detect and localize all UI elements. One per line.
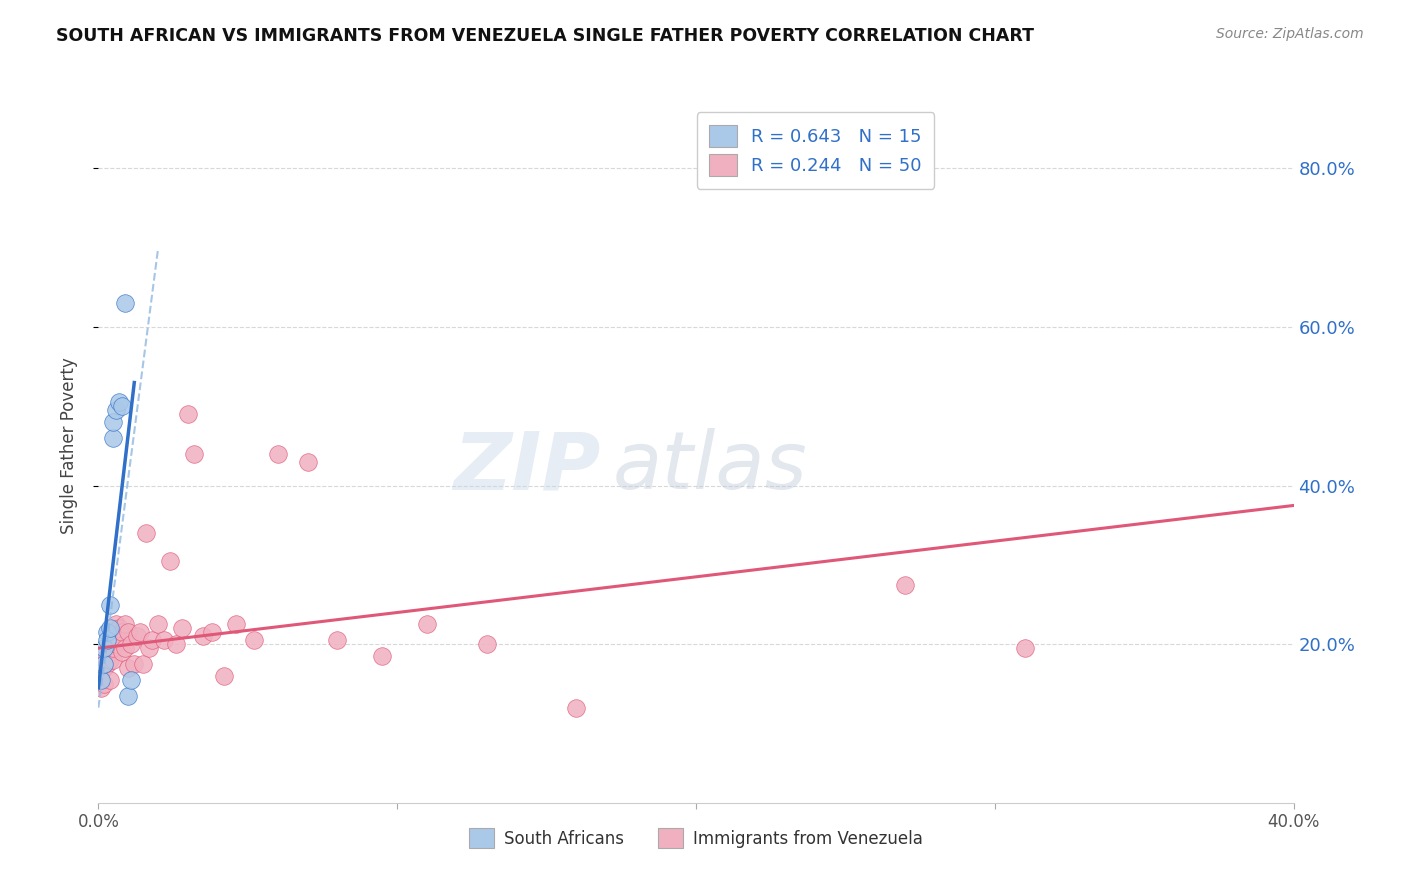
Point — [225, 617, 247, 632]
Point — [90, 681, 112, 695]
Legend: South Africans, Immigrants from Venezuela: South Africans, Immigrants from Venezuel… — [463, 822, 929, 855]
Point — [267, 447, 290, 461]
Point — [127, 629, 149, 643]
Point — [894, 578, 917, 592]
Point — [416, 617, 439, 632]
Point — [90, 673, 112, 687]
Text: SOUTH AFRICAN VS IMMIGRANTS FROM VENEZUELA SINGLE FATHER POVERTY CORRELATION CHA: SOUTH AFRICAN VS IMMIGRANTS FROM VENEZUE… — [56, 27, 1035, 45]
Point — [117, 689, 139, 703]
Point — [177, 407, 200, 421]
Point — [114, 641, 136, 656]
Point — [172, 621, 194, 635]
Text: ZIP: ZIP — [453, 428, 600, 507]
Point — [1014, 641, 1036, 656]
Point — [129, 625, 152, 640]
Point — [135, 526, 157, 541]
Point — [117, 625, 139, 640]
Point — [326, 633, 349, 648]
Point — [105, 403, 128, 417]
Point — [105, 617, 128, 632]
Point — [105, 637, 128, 651]
Point — [103, 625, 125, 640]
Point — [103, 653, 125, 667]
Point — [111, 645, 134, 659]
Point — [103, 415, 125, 429]
Point — [98, 598, 122, 612]
Point — [153, 633, 176, 648]
Point — [98, 653, 122, 667]
Point — [103, 431, 125, 445]
Point — [108, 633, 131, 648]
Point — [117, 661, 139, 675]
Point — [201, 625, 224, 640]
Point — [243, 633, 266, 648]
Point — [565, 700, 588, 714]
Point — [98, 673, 122, 687]
Point — [96, 657, 118, 671]
Point — [114, 296, 136, 310]
Point — [138, 641, 160, 656]
Point — [141, 633, 163, 648]
Point — [96, 633, 118, 648]
Point — [96, 649, 118, 664]
Point — [93, 657, 115, 671]
Point — [371, 649, 394, 664]
Point — [103, 641, 125, 656]
Point — [165, 637, 187, 651]
Text: Source: ZipAtlas.com: Source: ZipAtlas.com — [1216, 27, 1364, 41]
Y-axis label: Single Father Poverty: Single Father Poverty — [59, 358, 77, 534]
Point — [93, 641, 115, 656]
Point — [297, 455, 319, 469]
Point — [120, 637, 142, 651]
Point — [98, 621, 122, 635]
Point — [108, 395, 131, 409]
Point — [212, 669, 235, 683]
Point — [111, 625, 134, 640]
Point — [132, 657, 155, 671]
Point — [90, 665, 112, 679]
Point — [96, 625, 118, 640]
Point — [108, 621, 131, 635]
Point — [191, 629, 214, 643]
Point — [114, 617, 136, 632]
Text: atlas: atlas — [613, 428, 807, 507]
Point — [148, 617, 170, 632]
Point — [93, 677, 115, 691]
Point — [93, 661, 115, 675]
Point — [183, 447, 205, 461]
Point — [159, 554, 181, 568]
Point — [120, 673, 142, 687]
Point — [111, 400, 134, 414]
Point — [475, 637, 498, 651]
Point — [124, 657, 146, 671]
